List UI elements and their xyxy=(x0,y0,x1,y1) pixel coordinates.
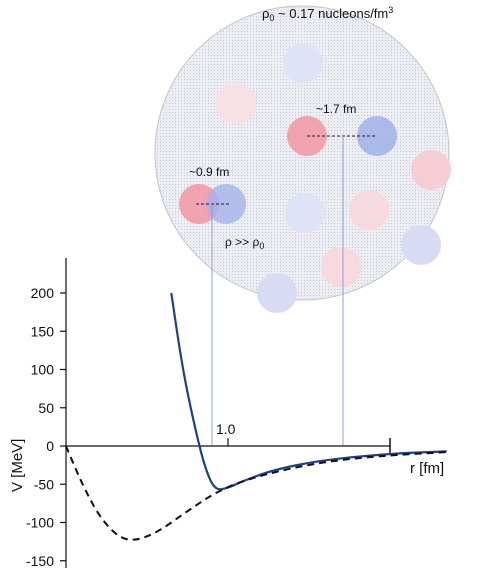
y-tick-label: 100 xyxy=(31,362,55,378)
solid-potential-curve xyxy=(170,292,447,491)
potential-curves xyxy=(65,292,447,541)
y-tick-label: 150 xyxy=(31,323,55,339)
nucleon-neutron-pair-far xyxy=(357,116,397,156)
spacing-label-near: ~0.9 fm xyxy=(189,165,229,179)
nucleon-neutron xyxy=(285,193,325,233)
y-tick-label: 0 xyxy=(46,438,54,454)
nucleon-proton xyxy=(349,190,389,230)
high-density-label: ρ >> ρ0 xyxy=(225,235,264,251)
y-tick-label: 50 xyxy=(38,400,54,416)
y-tick-label: -100 xyxy=(26,515,54,531)
y-ticks: 200 150 100 50 0 -50 -100 -150 xyxy=(26,285,66,569)
nucleon-neutron xyxy=(401,225,441,265)
x-tick-label: 1.0 xyxy=(216,421,236,437)
spacing-label-far: ~1.7 fm xyxy=(316,102,356,116)
nucleon-proton xyxy=(321,247,361,287)
plot-axes: 1.0 r [fm] V [MeV] 200 150 100 50 0 -50 -100 -1… xyxy=(9,258,444,569)
x-axis-label: r [fm] xyxy=(410,460,444,477)
dashed-potential-curve xyxy=(65,445,447,541)
density-label: ρ0 ~ 0.17 nucleons/fm3 xyxy=(262,5,393,23)
nucleon-neutron xyxy=(257,273,297,313)
nucleon-proton xyxy=(216,84,256,124)
nucleon-proton xyxy=(411,150,451,190)
nucleon-neutron xyxy=(283,43,323,83)
nucleus xyxy=(154,5,451,313)
y-axis-label: V [MeV] xyxy=(9,439,26,492)
y-tick-label: -150 xyxy=(26,553,54,569)
y-tick-label: 200 xyxy=(31,285,55,301)
y-tick-label: -50 xyxy=(34,476,54,492)
